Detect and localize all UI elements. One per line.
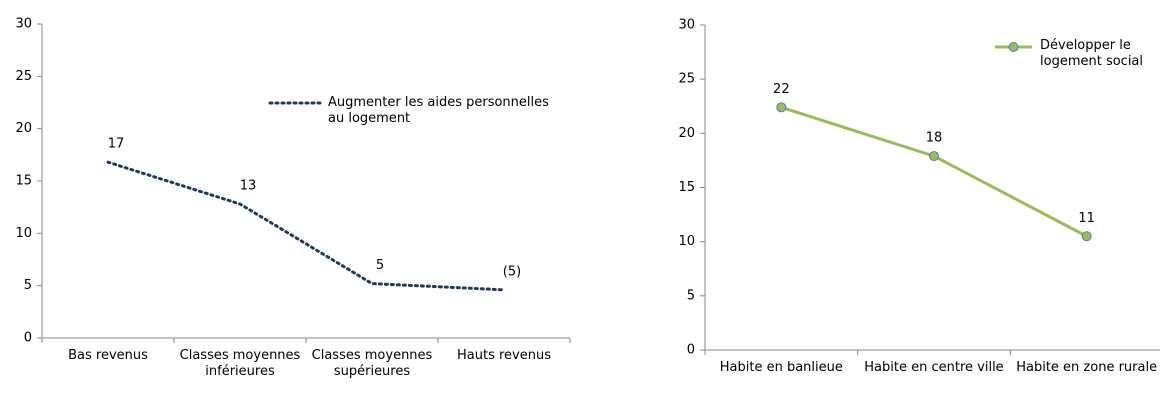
- legend-label: Augmenter les aides personnelles au loge…: [328, 95, 549, 126]
- x-tick-label: Bas revenus: [68, 348, 148, 363]
- data-label: 11: [1078, 211, 1095, 226]
- y-tick-label: 15: [15, 174, 32, 189]
- y-tick-label: 10: [678, 234, 695, 249]
- y-tick-label: 25: [678, 72, 695, 87]
- x-tick-label: Classes moyennes inférieures: [179, 348, 301, 379]
- legend-label: Développer le logement social: [1040, 38, 1144, 69]
- point: [929, 151, 939, 162]
- data-label: 17: [108, 137, 125, 152]
- y-tick-label: 30: [678, 18, 695, 33]
- y-tick-label: 20: [678, 126, 695, 141]
- y-tick-label: 0: [687, 343, 695, 358]
- x-tick-label: Habite en centre ville: [864, 360, 1004, 375]
- x-tick-label: Hauts revenus: [457, 348, 551, 363]
- x-tick-label: Classes moyennes supérieures: [311, 348, 433, 379]
- data-label: (5): [503, 264, 521, 279]
- y-tick-label: 25: [15, 69, 32, 84]
- series-line: [106, 160, 506, 292]
- data-label: 13: [240, 179, 257, 194]
- y-tick-label: 5: [24, 278, 32, 293]
- x-tick-label: Habite en zone rurale: [1016, 360, 1158, 375]
- y-tick-label: 10: [15, 226, 32, 241]
- x-tick-label: Habite en banlieue: [719, 360, 843, 375]
- y-tick-label: 30: [15, 17, 32, 32]
- y-tick-label: 0: [24, 331, 32, 346]
- point: [1081, 231, 1092, 242]
- point: [776, 102, 787, 113]
- data-label: 22: [773, 82, 790, 97]
- y-tick-label: 5: [687, 288, 695, 303]
- y-tick-label: 20: [15, 121, 32, 136]
- data-label: 18: [926, 131, 943, 146]
- legend-marker: [1008, 42, 1019, 52]
- series-line: [780, 105, 1088, 238]
- data-label: 5: [376, 258, 384, 273]
- y-tick-label: 15: [678, 180, 695, 195]
